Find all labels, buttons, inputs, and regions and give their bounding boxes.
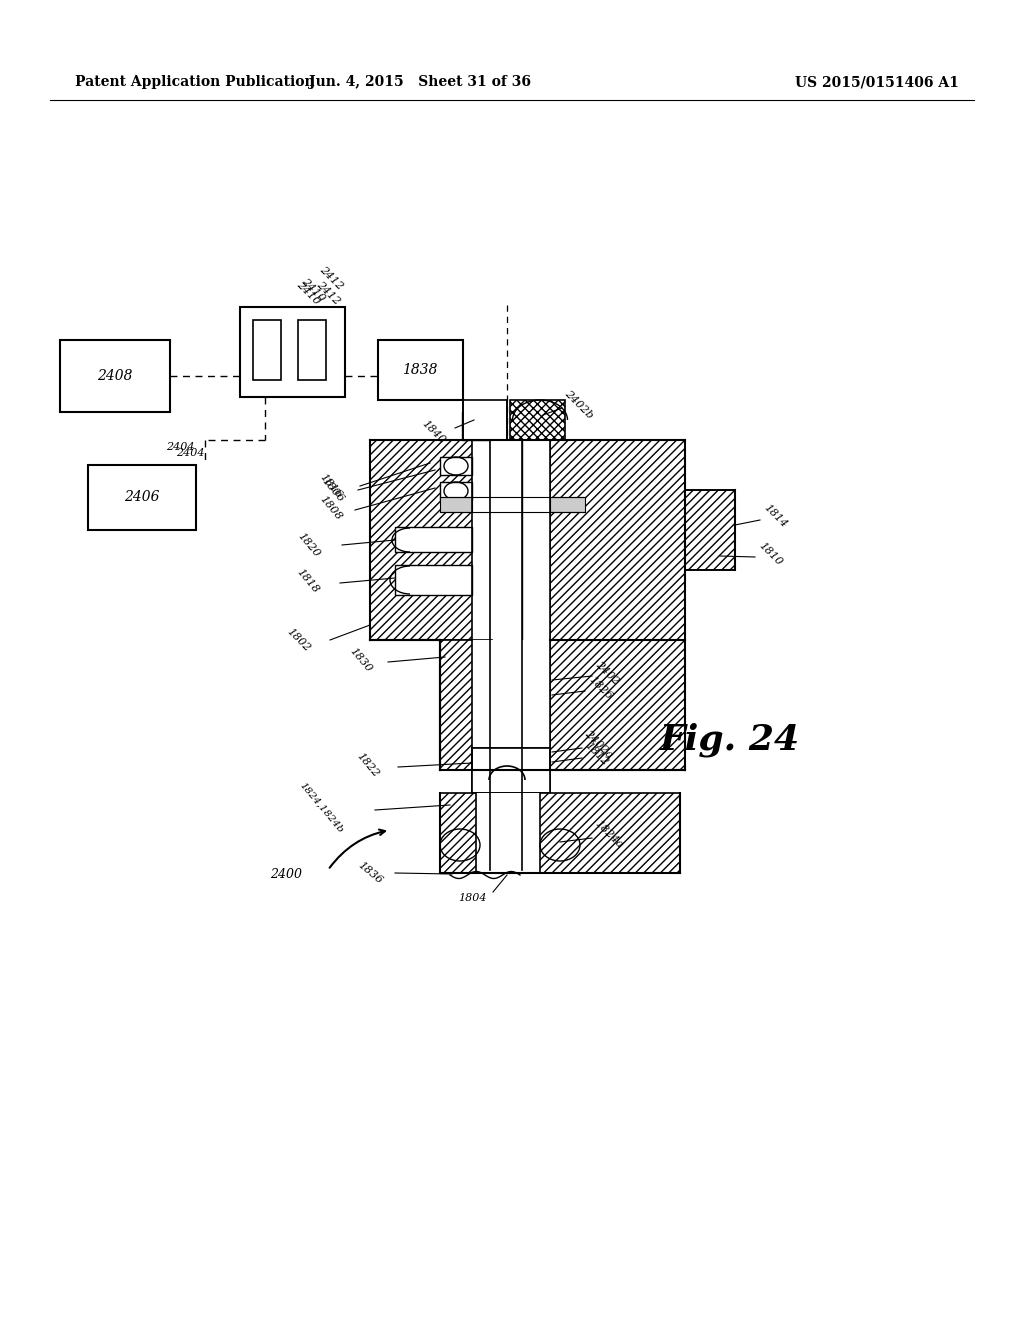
Bar [476,793,540,873]
Text: 2412: 2412 [318,264,345,292]
Bar [472,748,550,793]
Text: 2408: 2408 [97,370,133,383]
Bar [370,440,485,640]
Text: 1818: 1818 [295,566,321,595]
Bar [462,412,490,440]
Bar [440,793,680,873]
Text: 1836: 1836 [356,861,384,886]
Bar [88,465,196,531]
Text: 1826: 1826 [587,675,614,702]
Bar [378,341,463,400]
Bar [440,482,472,500]
Text: US 2015/0151406 A1: US 2015/0151406 A1 [795,75,958,88]
Bar [490,440,522,870]
Bar [60,341,170,412]
Bar [440,640,492,770]
Bar [550,498,585,512]
Text: 2410: 2410 [295,280,323,306]
Text: 1810: 1810 [757,540,784,568]
Text: 1820: 1820 [296,531,322,560]
Bar [440,457,472,475]
Text: 2404: 2404 [176,447,205,458]
Bar [395,565,472,595]
Bar [240,308,345,397]
Text: 1806: 1806 [319,477,346,504]
Text: 1812: 1812 [583,741,610,768]
Bar [550,640,685,770]
Text: 1808: 1808 [318,494,344,523]
Bar [253,319,281,380]
Bar [685,490,735,570]
Bar [550,440,685,640]
Text: 2400: 2400 [270,869,302,882]
Text: Patent Application Publication: Patent Application Publication [75,75,314,88]
Text: 2402b: 2402b [563,388,595,420]
Text: 1838: 1838 [402,363,437,378]
Text: 1814: 1814 [762,503,790,529]
Text: 2404: 2404 [167,442,195,451]
Bar [510,400,565,440]
Text: 2402a: 2402a [583,729,614,760]
Text: 1824a: 1824a [593,818,625,850]
Text: 1840: 1840 [420,418,447,446]
Text: 1824,1824b: 1824,1824b [298,781,345,836]
Text: Jun. 4, 2015   Sheet 31 of 36: Jun. 4, 2015 Sheet 31 of 36 [309,75,531,88]
Text: 1816: 1816 [318,471,344,500]
Bar [490,440,522,870]
Text: Fig. 24: Fig. 24 [659,723,800,758]
Text: 2402: 2402 [594,660,622,686]
Text: 1822: 1822 [355,751,381,779]
Text: 1804: 1804 [458,894,486,903]
Bar [463,400,507,440]
Bar [440,498,472,512]
Text: 2412: 2412 [315,280,342,306]
Text: 2410: 2410 [300,276,328,304]
Text: 1802: 1802 [285,627,312,653]
Bar [298,319,326,380]
Bar [472,640,550,770]
Text: 1830: 1830 [348,645,374,675]
Bar [472,748,550,793]
Bar [472,440,550,640]
Text: 2406: 2406 [124,490,160,504]
Bar [395,527,472,552]
